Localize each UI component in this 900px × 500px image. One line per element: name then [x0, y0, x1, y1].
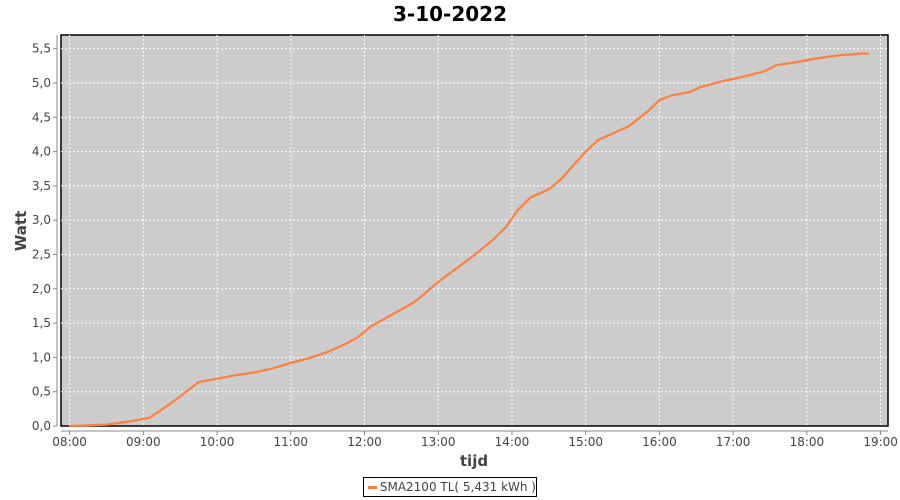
y-tick-label: 5,5	[32, 42, 51, 56]
y-axis-label: Watt	[12, 211, 30, 251]
data-point	[812, 58, 814, 60]
data-point	[517, 209, 519, 211]
y-tick-label: 0,5	[32, 385, 51, 399]
data-point	[861, 52, 863, 55]
data-point	[842, 54, 845, 56]
y-tick-label: 4,5	[32, 110, 51, 124]
data-point	[597, 139, 599, 141]
data-point	[572, 164, 575, 167]
data-point	[289, 362, 292, 364]
x-tick-label: 18:00	[790, 435, 825, 449]
data-point	[584, 150, 587, 153]
data-point	[234, 374, 237, 377]
data-point	[68, 425, 71, 427]
data-point	[130, 420, 132, 422]
grid-lines	[61, 35, 888, 426]
data-point	[167, 404, 169, 407]
data-point	[455, 267, 458, 270]
data-point	[388, 315, 390, 318]
data-point	[412, 301, 415, 304]
data-point	[658, 99, 661, 101]
data-point	[437, 281, 440, 283]
data-point	[326, 351, 329, 353]
data-point	[830, 55, 833, 58]
y-tick-label: 5,0	[32, 76, 51, 90]
data-point	[105, 423, 108, 426]
data-point	[560, 178, 562, 180]
data-point	[627, 125, 630, 128]
y-tick-label: 4,0	[32, 145, 51, 159]
data-point	[689, 91, 691, 93]
data-point	[357, 336, 360, 338]
legend: SMA2100 TL( 5,431 kWh )	[363, 477, 537, 497]
data-point	[191, 386, 194, 388]
data-point	[492, 238, 495, 241]
data-point	[548, 188, 550, 191]
x-tick-label: 13:00	[421, 435, 456, 449]
y-tick-label: 3,5	[32, 179, 51, 193]
data-point	[720, 80, 722, 83]
data-point	[763, 70, 765, 73]
data-point	[419, 296, 421, 299]
x-tick-label: 11:00	[273, 435, 308, 449]
data-point	[474, 253, 476, 256]
y-tick-label: 1,5	[32, 316, 51, 330]
data-point	[345, 342, 347, 345]
data-point	[308, 357, 311, 359]
data-point	[154, 412, 157, 415]
data-point	[529, 196, 532, 199]
legend-label: SMA2100 TL( 5,431 kWh )	[379, 480, 536, 494]
y-tick-label: 2,0	[32, 282, 51, 296]
data-point	[216, 377, 218, 380]
y-tick-label: 1,0	[32, 350, 51, 364]
x-tick-label: 17:00	[716, 435, 751, 449]
x-tick-label: 15:00	[568, 435, 603, 449]
data-point	[867, 52, 870, 55]
x-tick-label: 09:00	[126, 435, 161, 449]
data-point	[271, 367, 274, 370]
y-tick-label: 3,0	[32, 213, 51, 227]
data-point	[505, 226, 507, 228]
y-tick-label: 0,0	[32, 419, 51, 433]
data-point	[670, 94, 673, 97]
legend-swatch	[368, 485, 377, 489]
x-tick-label: 08:00	[52, 435, 87, 449]
data-point	[744, 75, 747, 77]
data-point	[609, 133, 612, 136]
x-axis-label: tijd	[460, 452, 488, 470]
data-point	[369, 325, 372, 328]
data-point	[793, 61, 796, 64]
data-point	[197, 381, 200, 383]
x-tick-label: 10:00	[200, 435, 235, 449]
x-tick-label: 12:00	[347, 435, 382, 449]
data-point	[775, 64, 777, 66]
x-tick-label: 19:00	[863, 435, 898, 449]
data-point	[253, 371, 255, 374]
x-tick-label: 14:00	[495, 435, 530, 449]
x-tick-label: 16:00	[642, 435, 677, 449]
y-tick-label: 2,5	[32, 248, 51, 262]
chart-title: 3-10-2022	[392, 2, 507, 26]
data-point	[646, 111, 648, 113]
plot-area	[60, 34, 889, 427]
series-layer	[68, 52, 870, 428]
data-point	[701, 85, 704, 88]
data-point	[148, 416, 151, 419]
axes: 0,0 0,5 1,0 1,5 2,0 2,5 3,0 3,5 4,0 4,5 5,0 5,5 08:0…	[32, 35, 898, 449]
data-point	[179, 395, 181, 398]
